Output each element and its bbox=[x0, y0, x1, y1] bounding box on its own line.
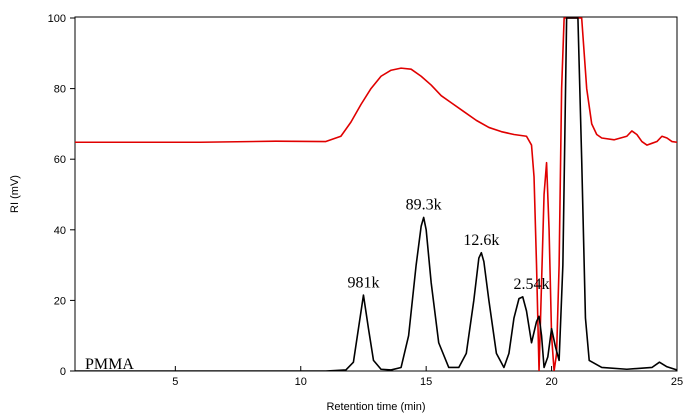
y-tick-label: 20 bbox=[54, 295, 66, 307]
series-line-2 bbox=[75, 17, 677, 371]
labels-layer: 981k 89.3k 12.6k 2.54k bbox=[347, 197, 549, 293]
y-tick-label: 40 bbox=[54, 225, 66, 237]
peak-label: 981k bbox=[347, 274, 379, 291]
axes-layer: 5 10 15 20 25 0 20 40 60 80 100 bbox=[48, 13, 683, 388]
x-tick-label: 5 bbox=[172, 376, 178, 388]
y-tick-label: 0 bbox=[60, 366, 66, 378]
peak-label: 12.6k bbox=[463, 232, 499, 249]
series-label-pmma: PMMA bbox=[85, 356, 134, 373]
x-tick-label: 15 bbox=[420, 376, 432, 388]
x-axis-title: Retention time (min) bbox=[326, 401, 425, 413]
series-line-1 bbox=[75, 17, 677, 371]
plot-frame bbox=[74, 16, 678, 372]
y-tick-label: 60 bbox=[54, 154, 66, 166]
peak-label: 89.3k bbox=[406, 197, 442, 214]
x-tick-label: 10 bbox=[295, 376, 307, 388]
x-tick-label: 20 bbox=[545, 376, 557, 388]
plot-area bbox=[74, 16, 678, 372]
y-tick-label: 80 bbox=[54, 84, 66, 96]
series-layer bbox=[75, 17, 677, 371]
x-tick-label: 25 bbox=[671, 376, 683, 388]
y-tick-label: 100 bbox=[48, 13, 66, 25]
peak-label: 2.54k bbox=[514, 276, 550, 293]
y-axis-title: RI (mV) bbox=[9, 175, 21, 213]
